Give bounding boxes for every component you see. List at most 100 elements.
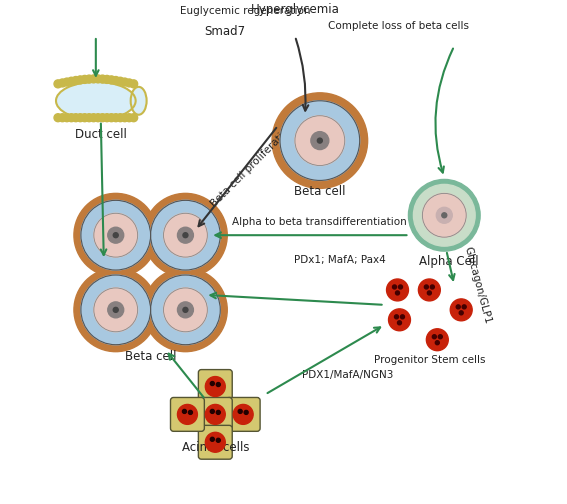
Circle shape bbox=[318, 138, 322, 143]
Circle shape bbox=[121, 114, 129, 121]
Circle shape bbox=[107, 76, 116, 84]
Circle shape bbox=[85, 114, 93, 121]
Circle shape bbox=[67, 114, 75, 121]
Circle shape bbox=[90, 114, 98, 121]
Circle shape bbox=[113, 233, 119, 238]
Circle shape bbox=[442, 213, 447, 218]
Circle shape bbox=[151, 201, 221, 270]
Text: PDX1/MafA/NGN3: PDX1/MafA/NGN3 bbox=[302, 369, 393, 380]
Circle shape bbox=[387, 279, 408, 301]
Circle shape bbox=[462, 305, 466, 309]
Circle shape bbox=[183, 409, 187, 413]
Circle shape bbox=[456, 305, 460, 309]
Circle shape bbox=[107, 114, 116, 121]
Circle shape bbox=[397, 321, 401, 325]
Circle shape bbox=[85, 75, 93, 83]
Circle shape bbox=[430, 285, 434, 289]
Circle shape bbox=[125, 79, 133, 87]
Circle shape bbox=[379, 272, 416, 308]
Circle shape bbox=[210, 437, 214, 442]
Circle shape bbox=[54, 114, 62, 121]
Text: Hyperglycemia: Hyperglycemia bbox=[251, 3, 340, 16]
Circle shape bbox=[210, 409, 214, 413]
Circle shape bbox=[163, 288, 208, 332]
Circle shape bbox=[72, 77, 80, 85]
Circle shape bbox=[382, 302, 417, 338]
Circle shape bbox=[90, 75, 98, 83]
Circle shape bbox=[113, 307, 119, 312]
Circle shape bbox=[177, 404, 197, 424]
Circle shape bbox=[408, 179, 480, 251]
Circle shape bbox=[151, 275, 221, 345]
Circle shape bbox=[205, 404, 225, 424]
Circle shape bbox=[81, 201, 151, 270]
Text: Euglycemic regeneration: Euglycemic regeneration bbox=[180, 6, 311, 16]
FancyBboxPatch shape bbox=[198, 425, 232, 459]
Circle shape bbox=[272, 93, 367, 188]
Circle shape bbox=[177, 302, 193, 318]
FancyBboxPatch shape bbox=[226, 398, 260, 431]
Circle shape bbox=[74, 194, 158, 277]
Text: Acinar cells: Acinar cells bbox=[181, 441, 249, 454]
Circle shape bbox=[94, 114, 102, 121]
Text: Progenitor Stem cells: Progenitor Stem cells bbox=[374, 355, 485, 365]
Ellipse shape bbox=[130, 87, 147, 115]
Text: Beta cell: Beta cell bbox=[294, 185, 346, 199]
Circle shape bbox=[412, 272, 447, 308]
Circle shape bbox=[103, 76, 111, 83]
Circle shape bbox=[450, 299, 472, 321]
Circle shape bbox=[58, 79, 66, 87]
Circle shape bbox=[388, 309, 411, 331]
FancyBboxPatch shape bbox=[198, 369, 232, 403]
Circle shape bbox=[295, 116, 345, 165]
Text: Complete loss of beta cells: Complete loss of beta cells bbox=[328, 21, 469, 31]
Text: Alpha Cell: Alpha Cell bbox=[420, 255, 479, 268]
Text: Alpha to beta transdifferentiation: Alpha to beta transdifferentiation bbox=[232, 217, 407, 227]
Circle shape bbox=[216, 383, 221, 387]
Circle shape bbox=[125, 114, 133, 121]
Circle shape bbox=[433, 335, 437, 339]
Circle shape bbox=[121, 78, 129, 86]
Circle shape bbox=[424, 285, 428, 289]
Circle shape bbox=[459, 311, 463, 315]
Circle shape bbox=[74, 268, 158, 352]
Circle shape bbox=[108, 227, 124, 243]
FancyBboxPatch shape bbox=[198, 398, 232, 431]
Circle shape bbox=[392, 285, 396, 289]
Circle shape bbox=[77, 76, 84, 84]
Circle shape bbox=[420, 322, 455, 358]
Text: Glucagon/GLP1: Glucagon/GLP1 bbox=[462, 245, 492, 325]
Circle shape bbox=[116, 114, 124, 121]
Circle shape bbox=[163, 213, 208, 257]
Text: Beta cell proliferation: Beta cell proliferation bbox=[209, 122, 295, 209]
Circle shape bbox=[205, 432, 225, 452]
Circle shape bbox=[413, 184, 475, 246]
Ellipse shape bbox=[56, 82, 136, 120]
Circle shape bbox=[435, 341, 439, 345]
Circle shape bbox=[143, 268, 227, 352]
Circle shape bbox=[58, 114, 66, 121]
Circle shape bbox=[54, 80, 62, 88]
Circle shape bbox=[112, 77, 120, 85]
Circle shape bbox=[188, 410, 192, 414]
Circle shape bbox=[233, 404, 253, 424]
Circle shape bbox=[311, 132, 329, 150]
Circle shape bbox=[183, 233, 188, 238]
Circle shape bbox=[418, 279, 441, 301]
Circle shape bbox=[112, 114, 120, 121]
Circle shape bbox=[67, 77, 75, 85]
Circle shape bbox=[437, 207, 452, 223]
Circle shape bbox=[216, 410, 221, 414]
Circle shape bbox=[443, 292, 479, 328]
Text: PDx1; MafA; Pax4: PDx1; MafA; Pax4 bbox=[294, 255, 386, 265]
Circle shape bbox=[63, 114, 71, 121]
Circle shape bbox=[399, 285, 403, 289]
Circle shape bbox=[210, 382, 214, 386]
Circle shape bbox=[216, 438, 221, 443]
Circle shape bbox=[63, 78, 71, 86]
Circle shape bbox=[130, 80, 138, 88]
Circle shape bbox=[183, 307, 188, 312]
Circle shape bbox=[72, 114, 80, 121]
Circle shape bbox=[77, 114, 84, 121]
Circle shape bbox=[422, 194, 466, 237]
